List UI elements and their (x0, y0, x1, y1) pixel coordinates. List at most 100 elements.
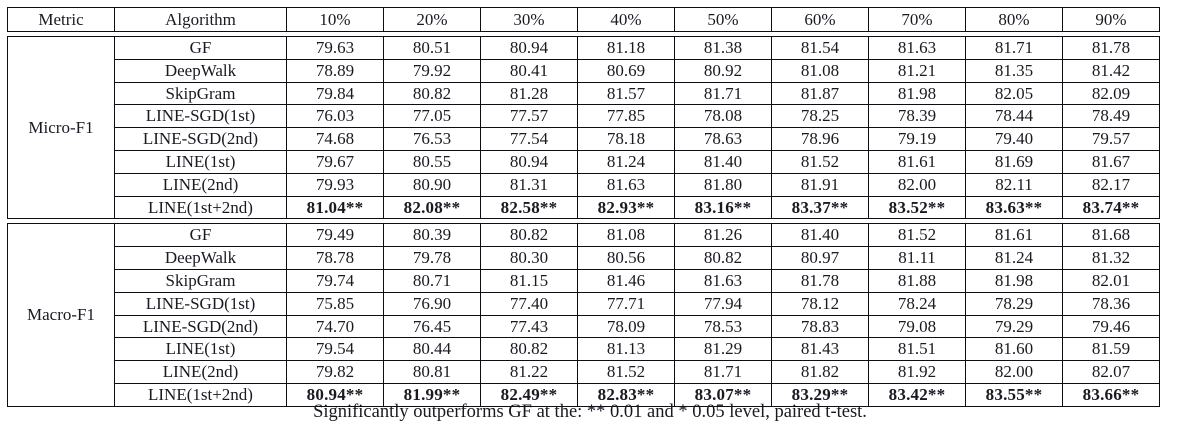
algorithm-label: LINE-SGD(1st) (114, 104, 287, 129)
value-cell: 81.59 (1062, 337, 1160, 362)
value-cell: 81.04** (286, 195, 384, 220)
column-header-90: 90% (1062, 7, 1160, 32)
value-cell: 74.70 (286, 314, 384, 339)
value-cell: 81.98 (868, 81, 966, 106)
value-cell: 81.32 (1062, 246, 1160, 270)
column-header-40: 40% (577, 7, 675, 32)
algorithm-label: LINE-SGD(1st) (114, 291, 287, 316)
value-cell: 75.85 (286, 291, 384, 316)
value-cell: 81.63 (674, 268, 772, 293)
table-row-micro-f1-line-1st-2nd: LINE(1st+2nd) 81.04** 82.08** 82.58** 82.93*… (8, 195, 1160, 220)
value-cell: 81.29 (674, 337, 772, 362)
value-cell: 81.82 (771, 360, 869, 384)
value-cell: 76.53 (383, 127, 481, 151)
column-header-metric: Metric (7, 7, 115, 32)
results-table: Metric Algorithm 10% 20% 30% 40% 50% 60% 70% 80% 9… (7, 7, 1160, 407)
algorithm-label: LINE(1st+2nd) (114, 382, 287, 407)
value-cell: 82.05 (965, 81, 1063, 106)
column-header-50: 50% (674, 7, 772, 32)
value-cell: 81.40 (674, 149, 772, 174)
value-cell: 78.09 (577, 314, 675, 339)
value-cell: 80.97 (771, 246, 869, 270)
value-cell: 81.61 (965, 223, 1063, 248)
value-cell: 82.93** (577, 195, 675, 220)
column-header-70: 70% (868, 7, 966, 32)
value-cell: 80.82 (674, 246, 772, 270)
column-header-10: 10% (286, 7, 384, 32)
value-cell: 79.78 (383, 246, 481, 270)
value-cell: 81.13 (577, 337, 675, 362)
value-cell: 77.54 (480, 127, 578, 151)
algorithm-label: SkipGram (114, 81, 287, 106)
value-cell: 83.37** (771, 195, 869, 220)
value-cell: 78.53 (674, 314, 772, 339)
table-row-macro-f1-line-2nd: LINE(2nd) 79.82 80.81 81.22 81.52 81.71 81.82 8… (8, 360, 1160, 384)
value-cell: 81.38 (674, 36, 772, 60)
metric-label-macro-f1: Macro-F1 (7, 223, 115, 407)
value-cell: 81.22 (480, 360, 578, 384)
value-cell: 83.07** (674, 382, 772, 407)
value-cell: 82.83** (577, 382, 675, 407)
value-cell: 79.54 (286, 337, 384, 362)
value-cell: 79.57 (1062, 127, 1160, 151)
table-footnote: Significantly outperforms GF at the: ** … (313, 402, 867, 422)
table-row-micro-f1-skipgram: SkipGram 79.84 80.82 81.28 81.57 81.71 81.87 81… (8, 81, 1160, 106)
value-cell: 81.69 (965, 149, 1063, 174)
value-cell: 81.31 (480, 172, 578, 197)
table-row-macro-f1-deepwalk: DeepWalk 78.78 79.78 80.30 80.56 80.82 80.97 81… (8, 246, 1160, 270)
value-cell: 81.91 (771, 172, 869, 197)
table-row-micro-f1-line-1st: LINE(1st) 79.67 80.55 80.94 81.24 81.40 81.52 8… (8, 149, 1160, 174)
algorithm-label: LINE(1st) (114, 337, 287, 362)
value-cell: 81.18 (577, 36, 675, 60)
value-cell: 81.46 (577, 268, 675, 293)
algorithm-label: LINE-SGD(2nd) (114, 127, 287, 151)
value-cell: 81.40 (771, 223, 869, 248)
value-cell: 81.67 (1062, 149, 1160, 174)
value-cell: 79.08 (868, 314, 966, 339)
value-cell: 78.18 (577, 127, 675, 151)
value-cell: 81.11 (868, 246, 966, 270)
value-cell: 78.78 (286, 246, 384, 270)
value-cell: 80.51 (383, 36, 481, 60)
value-cell: 81.51 (868, 337, 966, 362)
value-cell: 81.15 (480, 268, 578, 293)
value-cell: 78.24 (868, 291, 966, 316)
value-cell: 81.63 (577, 172, 675, 197)
value-cell: 74.68 (286, 127, 384, 151)
value-cell: 78.39 (868, 104, 966, 129)
value-cell: 81.24 (577, 149, 675, 174)
value-cell: 80.82 (480, 223, 578, 248)
column-header-80: 80% (965, 7, 1063, 32)
value-cell: 80.69 (577, 58, 675, 83)
algorithm-label: GF (114, 36, 287, 60)
value-cell: 82.11 (965, 172, 1063, 197)
value-cell: 80.56 (577, 246, 675, 270)
value-cell: 81.42 (1062, 58, 1160, 83)
value-cell: 77.71 (577, 291, 675, 316)
algorithm-label: LINE(2nd) (114, 172, 287, 197)
table-row-macro-f1-line-1st-2nd: LINE(1st+2nd) 80.94** 81.99** 82.49** 82.83*… (8, 382, 1160, 407)
value-cell: 79.46 (1062, 314, 1160, 339)
value-cell: 78.89 (286, 58, 384, 83)
value-cell: 81.87 (771, 81, 869, 106)
algorithm-label: SkipGram (114, 268, 287, 293)
value-cell: 80.30 (480, 246, 578, 270)
value-cell: 82.07 (1062, 360, 1160, 384)
value-cell: 81.35 (965, 58, 1063, 83)
value-cell: 79.84 (286, 81, 384, 106)
value-cell: 81.28 (480, 81, 578, 106)
value-cell: 82.09 (1062, 81, 1160, 106)
section-micro-f1: Micro-F1 GF 79.63 80.51 80.94 81.18 81.38 81.54… (7, 35, 1160, 220)
column-header-60: 60% (771, 7, 869, 32)
value-cell: 81.57 (577, 81, 675, 106)
value-cell: 83.63** (965, 195, 1063, 220)
value-cell: 82.01 (1062, 268, 1160, 293)
algorithm-label: LINE(1st+2nd) (114, 195, 287, 220)
value-cell: 80.90 (383, 172, 481, 197)
value-cell: 81.08 (577, 223, 675, 248)
value-cell: 80.44 (383, 337, 481, 362)
value-cell: 82.49** (480, 382, 578, 407)
value-cell: 81.26 (674, 223, 772, 248)
value-cell: 80.82 (383, 81, 481, 106)
section-macro-f1: Macro-F1 GF 79.49 80.39 80.82 81.08 81.26 81.40… (7, 223, 1160, 407)
